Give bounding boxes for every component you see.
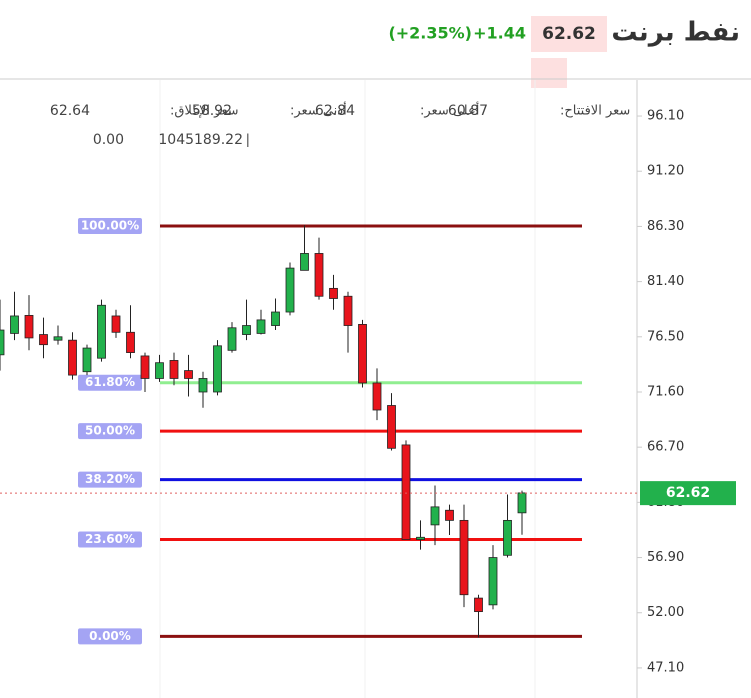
y-tick-label: 47.10	[647, 660, 684, 675]
candle-body	[416, 536, 425, 540]
candle-body	[517, 492, 527, 514]
price-box	[531, 58, 567, 88]
legend-value: 62.84	[315, 103, 355, 119]
candle-body	[111, 315, 121, 333]
header-price: 62.62	[542, 24, 596, 44]
candle-body	[10, 315, 19, 334]
fib-label: 100.00%	[81, 218, 139, 232]
candle-body	[53, 336, 63, 341]
candle-body	[256, 319, 266, 334]
candle-body	[329, 287, 338, 299]
candle-body	[227, 327, 237, 351]
candle-body	[68, 339, 77, 376]
legend-value: 60.87	[448, 103, 488, 119]
fib-label-box	[78, 423, 142, 440]
y-tick-label: 96.10	[647, 109, 684, 124]
fib-label-box	[78, 217, 142, 234]
fib-label: 38.20%	[85, 472, 135, 486]
legend-label: أعلى سعر:	[420, 102, 479, 119]
candle-body	[372, 382, 382, 411]
title: نفط برنت	[611, 18, 740, 48]
candle-body	[358, 324, 367, 384]
y-tick-label: 52.00	[647, 605, 684, 620]
y-tick-label: 71.60	[647, 384, 684, 399]
y-tick-label: 76.50	[647, 329, 684, 344]
fib-label-box	[78, 531, 142, 548]
candle-body	[401, 444, 411, 540]
fib-label-box	[78, 628, 142, 645]
candle-body	[126, 331, 135, 353]
candle-body	[314, 253, 324, 297]
candle-body	[503, 519, 512, 556]
header-change-pct: (+2.35%)	[388, 24, 472, 43]
last-price-label: 62.62	[666, 485, 710, 501]
candle-body	[213, 345, 222, 393]
indicator-value: 0.00	[93, 132, 124, 148]
candle-body	[242, 325, 251, 335]
fib-label-box	[78, 471, 142, 488]
candle-body	[198, 378, 208, 393]
fib-label: 50.00%	[85, 424, 135, 438]
y-tick-label: 86.30	[647, 219, 684, 234]
candle-body	[39, 334, 48, 346]
fib-label-box	[78, 374, 142, 391]
legend-label: سعر الافتتاح:	[560, 104, 630, 119]
candle-body	[430, 506, 440, 526]
fib-label: 23.60%	[85, 532, 135, 546]
candle-body	[24, 314, 34, 339]
price-box	[531, 16, 607, 52]
y-tick-label: 66.70	[647, 440, 684, 455]
legend-label: أدنى سعر:	[290, 102, 347, 119]
candle-body	[387, 405, 396, 449]
header-change: +1.44	[473, 24, 526, 43]
candle-body	[0, 329, 5, 356]
fib-label: 61.80%	[85, 375, 135, 389]
candle-body	[459, 519, 469, 596]
y-tick-label: 81.40	[647, 274, 684, 289]
y-tick-label: 91.20	[647, 164, 684, 179]
candle-body	[82, 347, 92, 373]
legend-value: 62.64	[50, 103, 90, 119]
candle-body	[285, 267, 295, 313]
separator: |	[246, 133, 250, 148]
candle-body	[169, 360, 179, 379]
candle-body	[300, 253, 309, 271]
candle-body	[155, 362, 164, 379]
fib-label: 0.00%	[89, 629, 131, 643]
candle-body	[445, 509, 454, 521]
volume-value: 1045189.22	[158, 132, 243, 148]
candle-body	[184, 370, 193, 379]
candle-body	[271, 311, 280, 326]
candle-body	[343, 295, 353, 326]
last-price-box	[640, 481, 736, 506]
y-tick-label: 56.90	[647, 550, 684, 565]
legend-value: 58.92	[192, 103, 232, 119]
candle-body	[97, 304, 106, 359]
candle-body	[488, 557, 498, 606]
legend-label: سعر الإغلاق:	[170, 104, 239, 119]
candle-body	[140, 355, 150, 379]
candle-body	[474, 597, 483, 613]
